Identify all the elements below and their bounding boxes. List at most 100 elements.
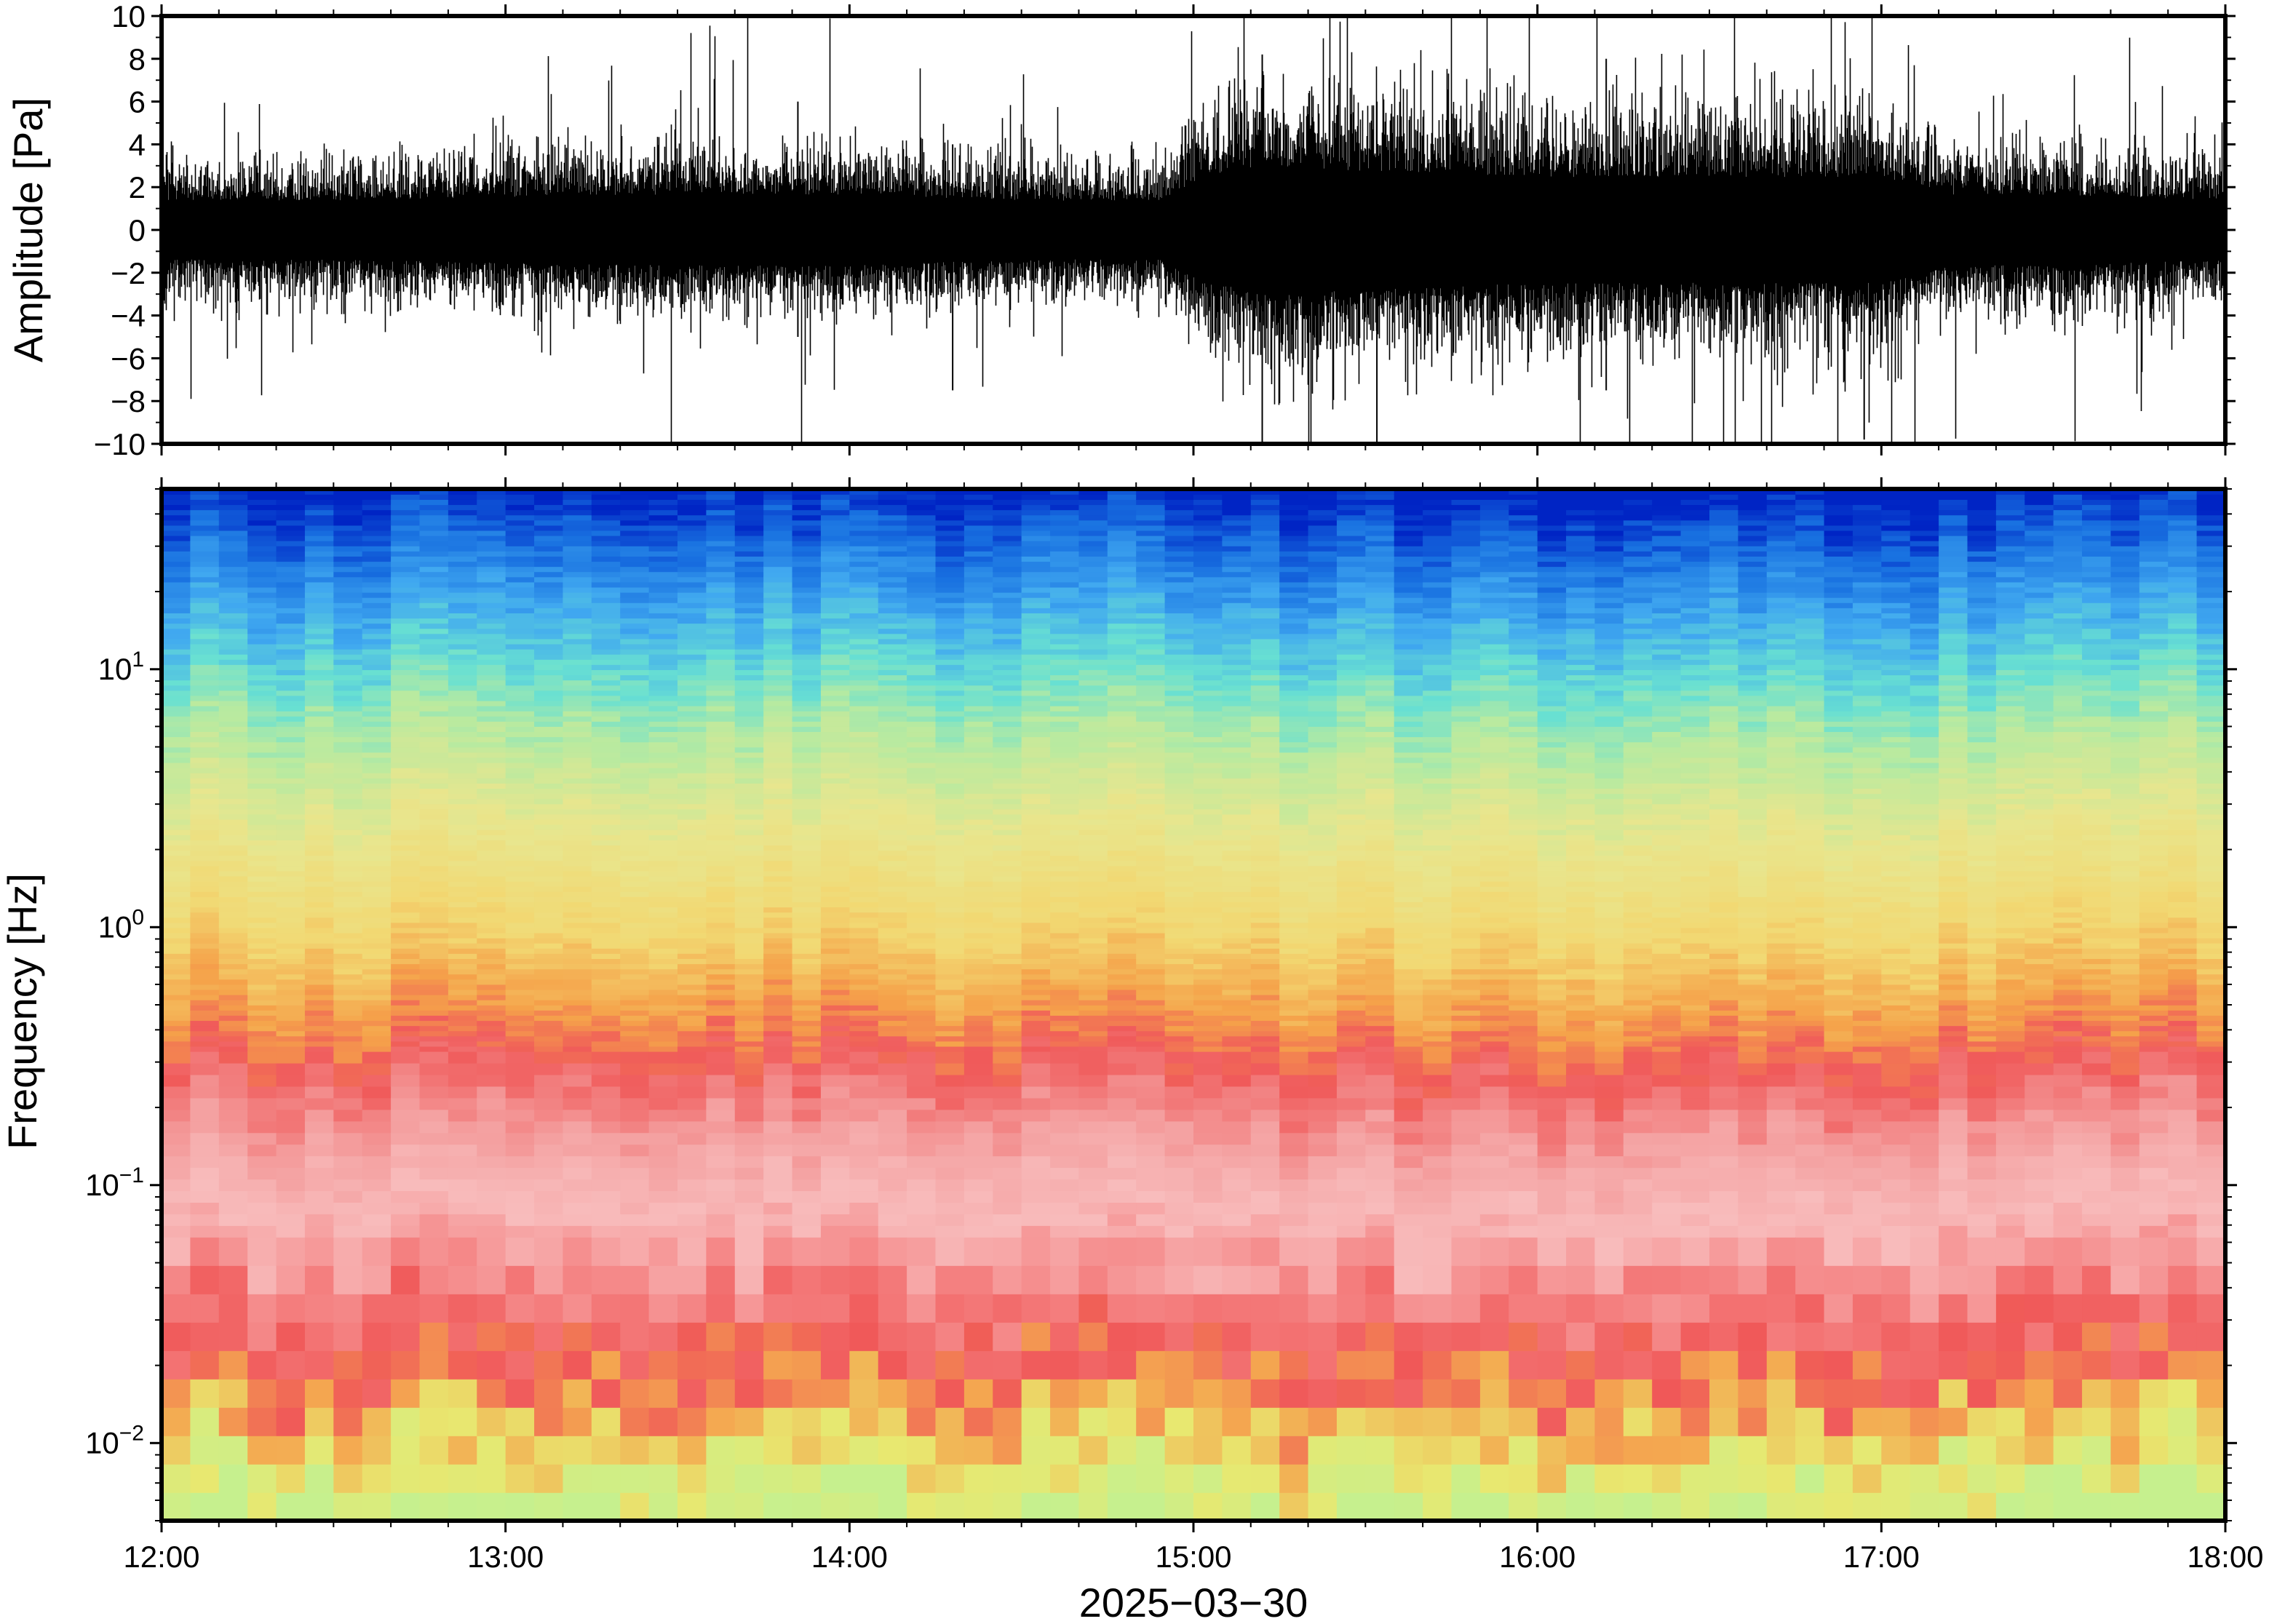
spectrogram-cell	[734, 819, 764, 825]
spectrogram-cell	[963, 803, 994, 810]
spectrogram-cell	[993, 896, 1022, 902]
spectrogram-cell	[304, 891, 335, 897]
spectrogram-cell	[849, 1062, 879, 1075]
spectrogram-cell	[849, 1167, 879, 1180]
spectrogram-cell	[677, 989, 707, 995]
spectrogram-cell	[677, 1202, 707, 1214]
spectrogram-cell	[907, 912, 937, 918]
spectrogram-cell	[477, 989, 506, 995]
spectrogram-cell	[534, 618, 564, 624]
spectrogram-cell	[993, 669, 1022, 676]
spectrogram-cell	[820, 561, 851, 568]
spectrogram-cell	[391, 628, 421, 634]
spectrogram-cell	[648, 999, 678, 1006]
spectrogram-cell	[419, 1074, 449, 1087]
spectrogram-cell	[963, 705, 994, 712]
spectrogram-cell	[734, 767, 764, 773]
spectrogram-cell	[620, 901, 650, 908]
spectrogram-cell	[276, 561, 306, 568]
spectrogram-cell	[907, 494, 937, 500]
spectrogram-cell	[218, 1020, 248, 1027]
spectrogram-cell	[477, 618, 506, 624]
spectrogram-cell	[391, 731, 421, 738]
spectrogram-cell	[1136, 922, 1166, 928]
spectrogram-cell	[935, 700, 965, 706]
spectrogram-cell	[706, 974, 736, 980]
spectrogram-cell	[849, 783, 879, 789]
spectrogram-cell	[505, 1155, 535, 1169]
spectrogram-cell	[734, 922, 764, 928]
spectrogram-cell	[362, 1436, 392, 1465]
spectrogram-cell	[993, 695, 1022, 701]
spectrogram-cell	[878, 840, 907, 846]
spectrogram-cell	[534, 808, 564, 815]
spectrogram-cell	[849, 907, 879, 913]
spectrogram-cell	[1107, 793, 1137, 800]
spectrogram-cell	[878, 1025, 907, 1032]
spectrogram-cell	[907, 700, 937, 706]
spectrogram-cell	[276, 958, 306, 965]
spectrogram-cell	[448, 731, 478, 738]
spectrogram-cell	[362, 963, 392, 970]
spectrogram-cell	[677, 1121, 707, 1134]
spectrogram-cell	[247, 1010, 277, 1016]
spectrogram-cell	[247, 845, 277, 851]
spectrogram-cell	[190, 953, 220, 959]
spectrogram-cell	[734, 772, 764, 779]
spectrogram-cell	[1078, 835, 1108, 840]
spectrogram-cell	[505, 855, 535, 861]
spectrogram-cell	[849, 504, 879, 511]
spectrogram-cell	[362, 1144, 392, 1157]
spectrogram-cell	[935, 592, 965, 598]
spectrogram-cell	[1050, 700, 1080, 706]
spectrogram-cell	[907, 1379, 937, 1408]
spectrogram-cell	[391, 788, 421, 795]
spectrogram-cell	[1021, 741, 1051, 748]
spectrogram-cell	[648, 628, 678, 634]
spectrogram-cell	[563, 783, 592, 789]
spectrogram-cell	[276, 1155, 306, 1169]
spectrogram-cell	[505, 1109, 535, 1122]
spectrogram-cell	[907, 813, 937, 820]
spectrogram-cell	[419, 1010, 449, 1016]
spectrogram-cell	[677, 1436, 707, 1465]
spectrogram-cell	[591, 1237, 621, 1266]
spectrogram-cell	[792, 855, 822, 861]
spectrogram-cell	[276, 917, 306, 923]
spectrogram-cell	[505, 963, 535, 970]
spectrogram-cell	[162, 628, 191, 634]
spectrogram-cell	[218, 948, 248, 954]
spectrogram-cell	[534, 551, 564, 557]
spectrogram-cell	[333, 845, 363, 851]
spectrogram-cell	[534, 989, 564, 995]
spectrogram-cell	[419, 984, 449, 990]
spectrogram-cell	[792, 1010, 822, 1016]
spectrogram-cell	[218, 1167, 248, 1180]
spectrogram-cell	[734, 680, 764, 686]
spectrogram-cell	[276, 984, 306, 990]
spectrogram-cell	[563, 907, 592, 913]
spectrogram-cell	[162, 520, 191, 526]
spectrogram-cell	[190, 653, 220, 660]
spectrogram-cell	[1050, 1020, 1080, 1027]
spectrogram-cell	[276, 860, 306, 867]
spectrogram-cell	[878, 648, 907, 655]
spectrogram-cell	[1164, 885, 1194, 892]
spectrogram-cell	[448, 561, 478, 568]
spectrogram-cell	[276, 927, 306, 934]
spectrogram-cell	[993, 798, 1022, 805]
spectrogram-cell	[162, 695, 191, 701]
spectrogram-cell	[1164, 1190, 1194, 1203]
spectrogram-cell	[304, 597, 335, 603]
spectrogram-cell	[878, 664, 907, 670]
spectrogram-cell	[190, 922, 220, 928]
spectrogram-cell	[763, 999, 793, 1006]
spectrogram-cell	[963, 1492, 994, 1521]
spectrogram-cell	[620, 1132, 650, 1145]
spectrogram-cell	[276, 793, 306, 800]
spectrogram-cell	[247, 643, 277, 650]
spectrogram-cell	[907, 658, 937, 665]
spectrogram-cell	[792, 1062, 822, 1075]
spectrogram-cell	[878, 514, 907, 521]
spectrogram-cell	[993, 875, 1022, 882]
